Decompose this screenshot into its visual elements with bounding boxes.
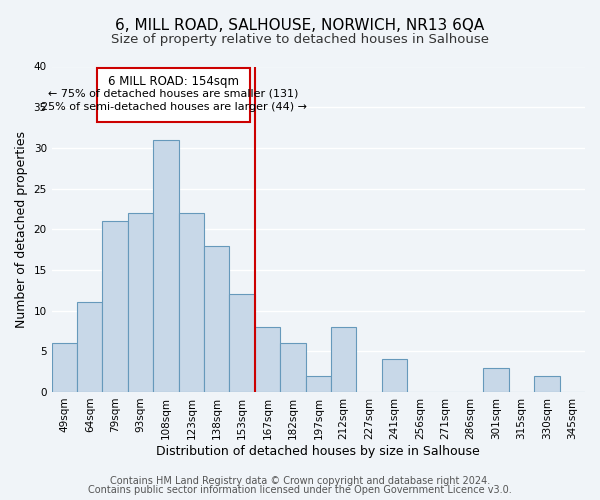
Text: ← 75% of detached houses are smaller (131): ← 75% of detached houses are smaller (13… [49, 88, 299, 99]
Bar [153, 140, 179, 392]
Bar [52, 343, 77, 392]
Text: Contains HM Land Registry data © Crown copyright and database right 2024.: Contains HM Land Registry data © Crown c… [110, 476, 490, 486]
Bar [305, 376, 331, 392]
FancyBboxPatch shape [97, 68, 250, 122]
Bar [77, 302, 103, 392]
Text: Size of property relative to detached houses in Salhouse: Size of property relative to detached ho… [111, 32, 489, 46]
Bar [280, 343, 305, 392]
Text: 25% of semi-detached houses are larger (44) →: 25% of semi-detached houses are larger (… [41, 102, 307, 113]
Bar [128, 213, 153, 392]
Bar [255, 327, 280, 392]
Bar [204, 246, 229, 392]
Bar [331, 327, 356, 392]
Text: Contains public sector information licensed under the Open Government Licence v3: Contains public sector information licen… [88, 485, 512, 495]
Bar [179, 213, 204, 392]
Bar [229, 294, 255, 392]
Bar [382, 360, 407, 392]
Bar [534, 376, 560, 392]
Text: 6, MILL ROAD, SALHOUSE, NORWICH, NR13 6QA: 6, MILL ROAD, SALHOUSE, NORWICH, NR13 6Q… [115, 18, 485, 32]
Y-axis label: Number of detached properties: Number of detached properties [15, 130, 28, 328]
Bar [484, 368, 509, 392]
Bar [103, 221, 128, 392]
X-axis label: Distribution of detached houses by size in Salhouse: Distribution of detached houses by size … [157, 444, 480, 458]
Text: 6 MILL ROAD: 154sqm: 6 MILL ROAD: 154sqm [108, 74, 239, 88]
